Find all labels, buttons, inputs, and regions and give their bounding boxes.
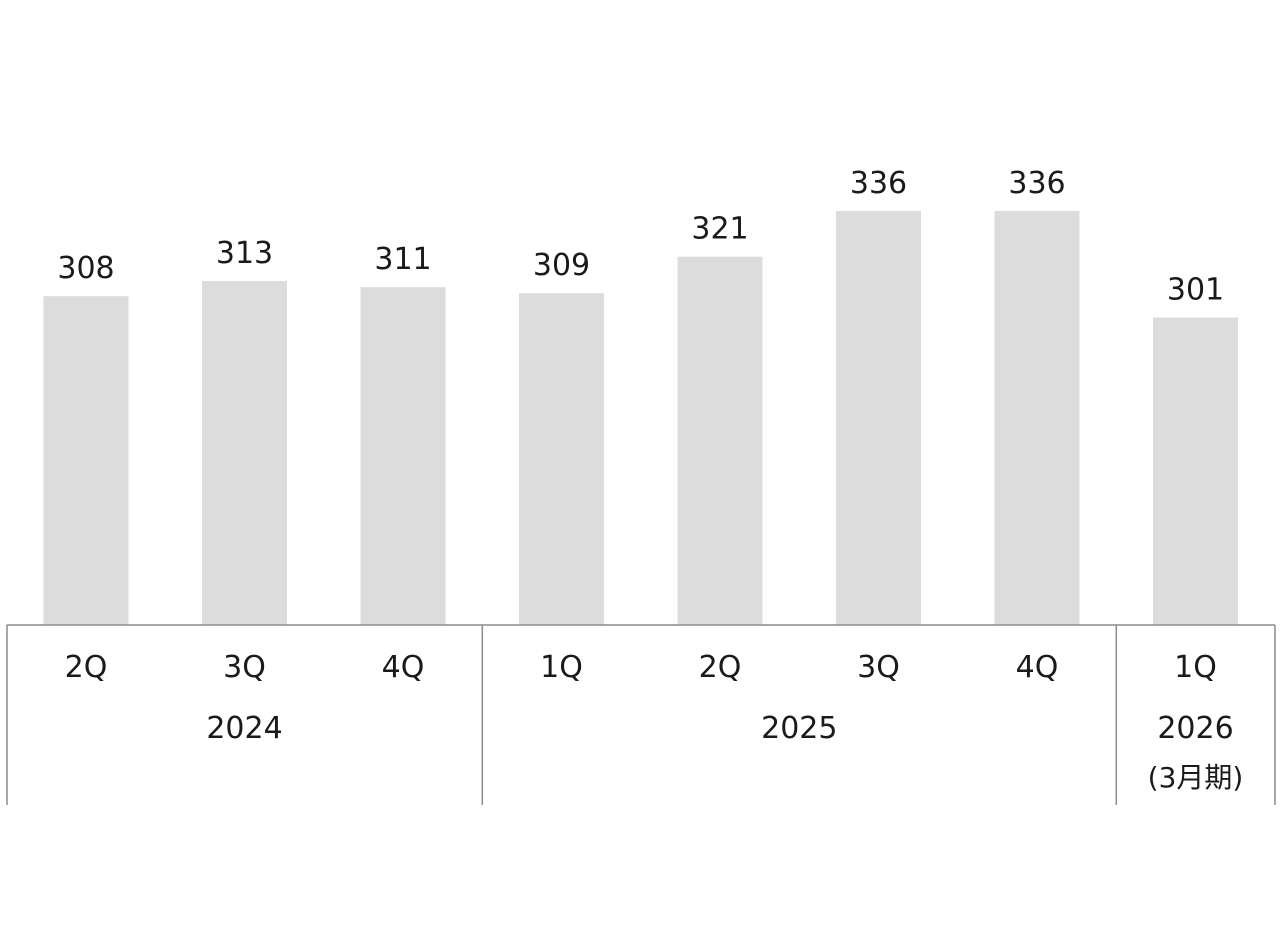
bar-8 [1153,317,1238,625]
bar-6 [836,211,921,625]
group-label-2025: 2025 [761,711,837,746]
category-label-2: 3Q [223,650,266,685]
value-label-4: 309 [533,248,590,283]
category-label-7: 4Q [1016,650,1059,685]
category-label-6: 3Q [857,650,900,685]
bar-1 [43,296,129,625]
group-sublabel-2026: (3月期) [1148,761,1244,794]
value-label-1: 308 [57,251,114,286]
category-label-8: 1Q [1174,650,1217,685]
bar-3 [360,287,446,625]
value-label-7: 336 [1008,166,1065,201]
value-label-5: 321 [691,212,748,247]
value-label-8: 301 [1167,273,1224,308]
bar-7 [994,211,1080,625]
bar-4 [519,293,604,625]
bar-5 [677,256,763,625]
category-label-1: 2Q [65,650,108,685]
bar-2 [202,281,287,625]
category-label-3: 4Q [382,650,425,685]
value-label-2: 313 [216,236,273,271]
category-label-5: 2Q [699,650,742,685]
value-label-6: 336 [850,166,907,201]
group-label-2024: 2024 [206,711,282,746]
category-label-4: 1Q [540,650,583,685]
group-label-2026: 2026 [1157,711,1233,746]
value-label-3: 311 [374,242,431,277]
